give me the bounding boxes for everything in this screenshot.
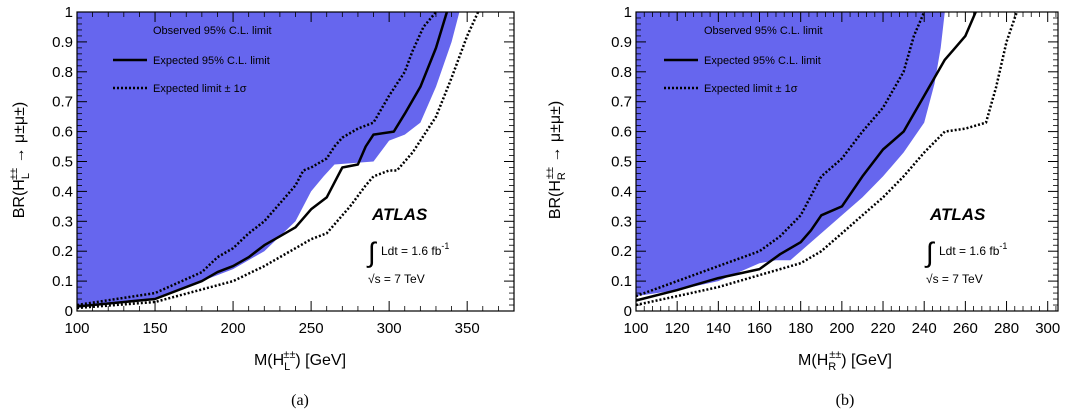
- x-tick-label: 280: [994, 320, 1019, 337]
- panel-caption: (b): [836, 392, 855, 409]
- y-tick-label: 0: [624, 303, 632, 320]
- sigma-band-line: [635, 11, 926, 298]
- y-tick-label: 0.8: [611, 64, 632, 81]
- sigma-band-line: [635, 11, 1018, 307]
- y-tick-label: 0: [65, 303, 73, 320]
- y-tick-label: 0.9: [52, 34, 73, 51]
- luminosity-text: Ldt = 1.6 fb-1: [381, 241, 449, 258]
- integral-symbol: ∫: [366, 237, 378, 268]
- y-tick-label: 0.7: [611, 94, 632, 111]
- y-tick-label: 0.3: [611, 213, 632, 230]
- x-tick-label: 260: [953, 320, 978, 337]
- luminosity-text: Ldt = 1.6 fb-1: [939, 241, 1007, 258]
- y-tick-label: 0.3: [52, 213, 73, 230]
- x-tick-label: 180: [788, 320, 813, 337]
- svg-text:M(HL±±) [GeV]: M(HL±±) [GeV]: [254, 349, 346, 373]
- expected-limit-line: [76, 11, 449, 308]
- atlas-annotation: ATLAS ∫ Ldt = 1.6 fb-1 √s = 7 TeV: [924, 205, 1007, 286]
- x-tick-label: 100: [623, 320, 648, 337]
- legend-observed-label: Observed 95% C.L. limit: [704, 25, 823, 37]
- atlas-label: ATLAS: [929, 205, 986, 224]
- atlas-label: ATLAS: [371, 205, 428, 224]
- legend-observed-label: Observed 95% C.L. limit: [153, 25, 272, 37]
- x-tick-label: 120: [665, 320, 690, 337]
- y-tick-label: 0.6: [52, 124, 73, 141]
- y-tick-label: 1: [624, 4, 632, 21]
- x-tick-label: 100: [64, 320, 89, 337]
- energy-text: √s = 7 TeV: [368, 272, 425, 286]
- svg-text:M(HR±±) [GeV]: M(HR±±) [GeV]: [798, 349, 892, 373]
- y-tick-label: 0.4: [611, 183, 632, 200]
- x-tick-label: 140: [706, 320, 731, 337]
- atlas-annotation: ATLAS ∫ Ldt = 1.6 fb-1 √s = 7 TeV: [366, 205, 449, 286]
- y-tick-label: 0.5: [611, 154, 632, 171]
- legend-expected-label: Expected 95% C.L. limit: [153, 55, 270, 67]
- observed-limit-region: [636, 12, 945, 297]
- x-tick-label: 150: [143, 320, 168, 337]
- x-tick-label: 350: [455, 320, 480, 337]
- expected-limit-line: [635, 11, 977, 302]
- integral-symbol: ∫: [924, 237, 936, 268]
- x-tick-label: 240: [912, 320, 937, 337]
- y-tick-label: 0.5: [52, 154, 73, 171]
- legend-observed-swatch: [113, 21, 147, 37]
- legend-sigma-label: Expected limit ± 1σ: [704, 83, 798, 95]
- svg-text:BR(HR±± → μ±μ±): BR(HR±± → μ±μ±): [544, 101, 568, 219]
- svg-text:BR(HL±± → μ±μ±): BR(HL±± → μ±μ±): [8, 102, 32, 219]
- panel-b: BR(HR±± → μ±μ±) M(HR±±) [GeV] (b) 0 0.1 0.…: [544, 4, 1060, 409]
- x-axis-label: M(HR±±) [GeV]: [798, 349, 892, 373]
- legend: Observed 95% C.L. limit Expected 95% C.L…: [113, 21, 272, 95]
- y-tick-label: 0.1: [52, 273, 73, 290]
- plot-area: 0 0.1 0.2 0.3 0.4 0.5 0.6 0.7 0.8 0.9 1 100 120 140 16…: [611, 4, 1060, 337]
- x-tick-label: 300: [1035, 320, 1060, 337]
- plot-area: 0 0.1 0.2 0.3 0.4 0.5 0.6 0.7 0.8 0.9 1 100 150 200 25…: [52, 4, 515, 337]
- legend-sigma-label: Expected limit ± 1σ: [153, 83, 247, 95]
- y-tick-label: 0.6: [611, 124, 632, 141]
- legend: Observed 95% C.L. limit Expected 95% C.L…: [664, 21, 823, 95]
- x-tick-label: 250: [299, 320, 324, 337]
- x-tick-label: 300: [377, 320, 402, 337]
- y-axis-label: BR(HR±± → μ±μ±): [544, 101, 568, 219]
- x-tick-label: 200: [829, 320, 854, 337]
- energy-text: √s = 7 TeV: [926, 272, 983, 286]
- observed-limit-region: [77, 12, 460, 308]
- y-tick-label: 0.2: [611, 243, 632, 260]
- sigma-band-line: [76, 11, 437, 307]
- x-axis-label: M(HL±±) [GeV]: [254, 349, 346, 373]
- y-tick-label: 1: [65, 4, 73, 21]
- y-tick-label: 0.2: [52, 243, 73, 260]
- panel-caption: (a): [291, 392, 309, 409]
- x-tick-label: 200: [221, 320, 246, 337]
- y-tick-label: 0.1: [611, 273, 632, 290]
- panel-a: BR(HL±± → μ±μ±) M(HL±±) [GeV] (a) 0 0.1 0.…: [8, 4, 515, 409]
- x-tick-label: 220: [871, 320, 896, 337]
- y-tick-label: 0.9: [611, 34, 632, 51]
- legend-observed-swatch: [664, 21, 698, 37]
- y-tick-label: 0.8: [52, 64, 73, 81]
- y-axis-label: BR(HL±± → μ±μ±): [8, 102, 32, 219]
- x-tick-label: 160: [747, 320, 772, 337]
- y-tick-label: 0.7: [52, 94, 73, 111]
- y-tick-label: 0.4: [52, 183, 73, 200]
- legend-expected-label: Expected 95% C.L. limit: [704, 55, 821, 67]
